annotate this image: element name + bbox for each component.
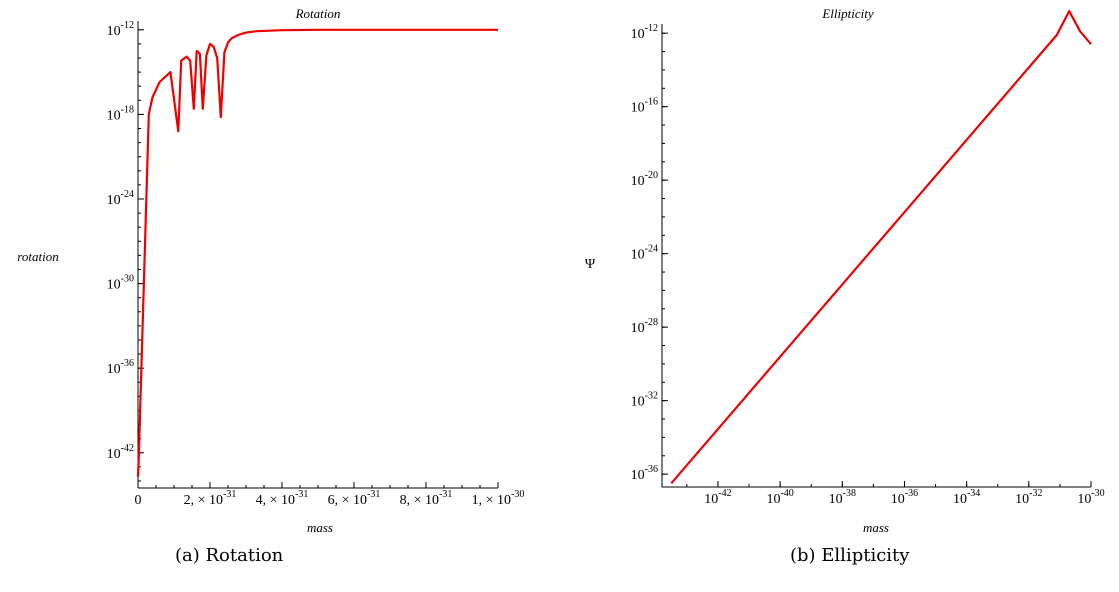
x-axis-label: mass (863, 520, 889, 535)
x-tick-label: 4, × 10-31 (256, 489, 309, 508)
x-tick-label: 10-34 (953, 488, 980, 507)
x-axis-label: mass (307, 520, 333, 535)
caption-rotation: (a) Rotation (175, 545, 284, 566)
y-tick-label: 10-18 (107, 104, 134, 123)
caption-ellipticity: (b) Ellipticity (790, 545, 910, 566)
chart-title: Ellipticity (821, 6, 873, 21)
y-tick-label: 10-24 (631, 244, 658, 263)
x-tick-label: 10-30 (1077, 488, 1104, 507)
y-tick-label: 10-32 (631, 391, 658, 410)
y-tick-label: 10-20 (631, 170, 658, 189)
y-tick-label: 10-12 (107, 20, 134, 39)
x-tick-label: 10-40 (766, 488, 793, 507)
x-tick-label: 1, × 10-30 (472, 489, 525, 508)
y-tick-label: 10-16 (631, 97, 658, 116)
x-tick-label: 2, × 10-31 (184, 489, 237, 508)
x-tick-label: 8, × 10-31 (400, 489, 453, 508)
y-tick-label: 10-12 (631, 23, 658, 42)
y-tick-label: 10-24 (107, 189, 134, 208)
y-tick-label: 10-30 (107, 274, 134, 293)
x-tick-label: 10-36 (891, 488, 918, 507)
rotation-chart: 10-12 10-18 10-24 10-30 10-36 10-42 0 2, × 10-3… (17, 6, 524, 535)
y-tick-label: 10-36 (107, 358, 134, 377)
y-tick-label: 10-42 (107, 443, 134, 462)
ellipticity-chart: 10-12 10-16 10-20 10-24 10-28 10-32 10-36 10-42… (585, 6, 1105, 535)
y-axis-label: Ψ (585, 257, 596, 272)
x-tick-label: 6, × 10-31 (328, 489, 381, 508)
ellipticity-series-line (670, 10, 1092, 485)
x-tick-label: 10-38 (829, 488, 856, 507)
chart-title: Rotation (295, 6, 341, 21)
rotation-series-line (136, 28, 498, 477)
x-tick-label: 10-42 (704, 488, 731, 507)
y-axis-label: rotation (17, 249, 58, 264)
y-tick-label: 10-36 (631, 464, 658, 483)
y-tick-label: 10-28 (631, 317, 658, 336)
x-tick-label: 0 (135, 493, 142, 508)
x-tick-label: 10-32 (1015, 488, 1042, 507)
